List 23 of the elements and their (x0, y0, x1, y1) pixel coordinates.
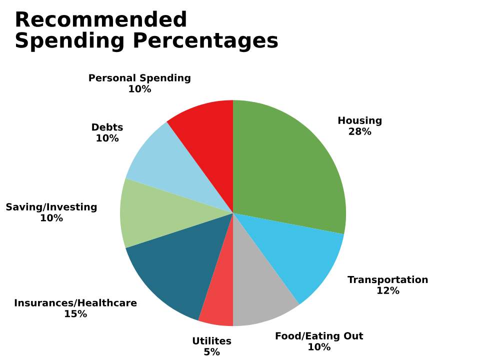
chart-title: Recommended Spending Percentages (16, 10, 278, 52)
data-label: 10% (308, 343, 330, 350)
data-label: 5% (204, 348, 220, 356)
data-label: 10% (129, 85, 152, 92)
slice-label: Food/Eating Out (276, 332, 364, 342)
slice-label: Utilites (192, 336, 232, 344)
data-label: 12% (377, 286, 400, 294)
data-label: 10% (40, 214, 63, 222)
pie-slice (233, 213, 344, 305)
slice-label: Housing (338, 116, 382, 126)
pie-slice (126, 122, 234, 214)
slice-label: Personal Spending (89, 74, 190, 84)
data-label: 15% (65, 310, 87, 318)
slice-label: Debts (92, 123, 123, 131)
pie-slice (198, 213, 234, 326)
pie-slice (233, 213, 300, 326)
slice-label: Insurances/Healthcare (14, 298, 137, 308)
slice-label: Saving/Investing (6, 202, 97, 212)
pie-slice (166, 100, 234, 214)
data-label: 10% (96, 134, 119, 142)
pie-slice (120, 178, 234, 248)
data-label: 28% (349, 128, 372, 135)
slice-label: Transportation (348, 276, 428, 286)
